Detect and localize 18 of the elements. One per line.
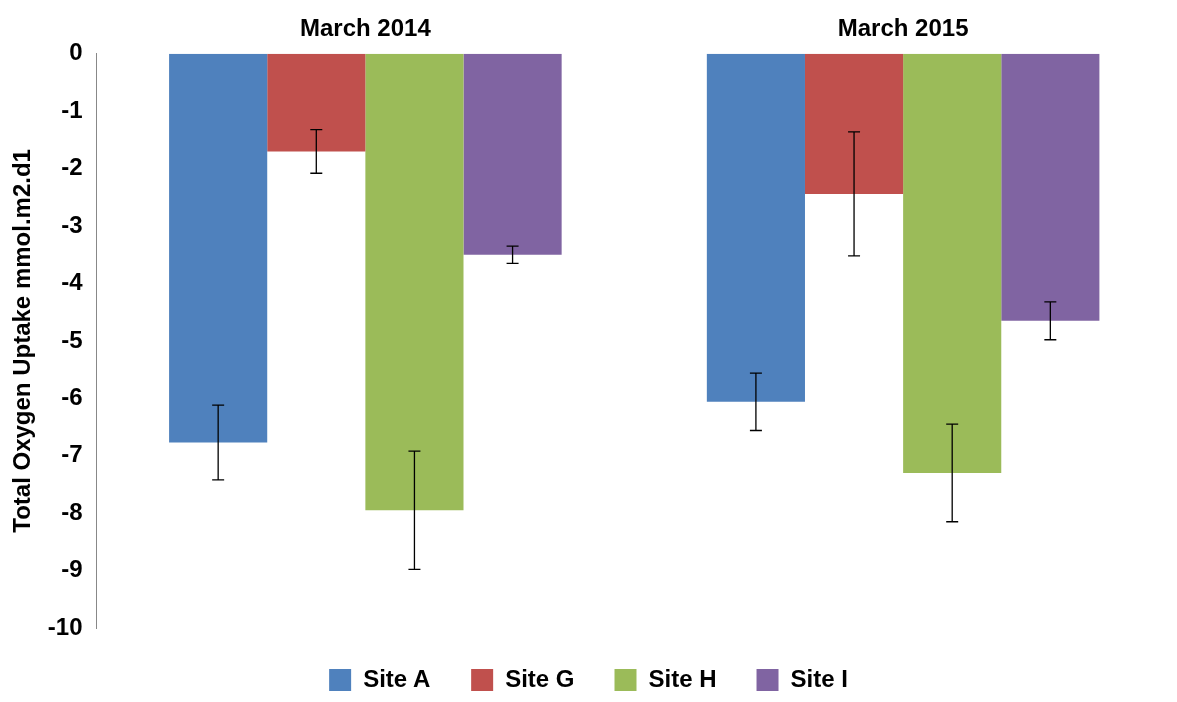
- legend-label: Site H: [648, 664, 717, 692]
- y-tick-label: 0: [69, 38, 83, 66]
- y-tick-label: -9: [61, 555, 83, 583]
- y-tick-label: -7: [61, 440, 83, 468]
- y-tick-label: -5: [61, 325, 83, 353]
- y-tick-label: -2: [61, 153, 83, 181]
- y-axis-title: Total Oxygen Uptake mmol.m2.d1: [8, 149, 36, 533]
- x-tick-label: March 2015: [837, 14, 969, 42]
- x-tick-label: March 2014: [299, 14, 432, 42]
- y-tick-label: -3: [61, 210, 83, 238]
- y-tick-label: -4: [61, 268, 84, 296]
- legend-label: Site I: [790, 664, 848, 692]
- y-tick-label: -6: [61, 382, 83, 410]
- legend-label: Site G: [505, 664, 575, 692]
- legend-label: Site A: [363, 664, 431, 692]
- y-tick-label: -1: [61, 95, 83, 123]
- y-tick-label: -10: [47, 612, 83, 640]
- y-tick-label: -8: [61, 497, 83, 525]
